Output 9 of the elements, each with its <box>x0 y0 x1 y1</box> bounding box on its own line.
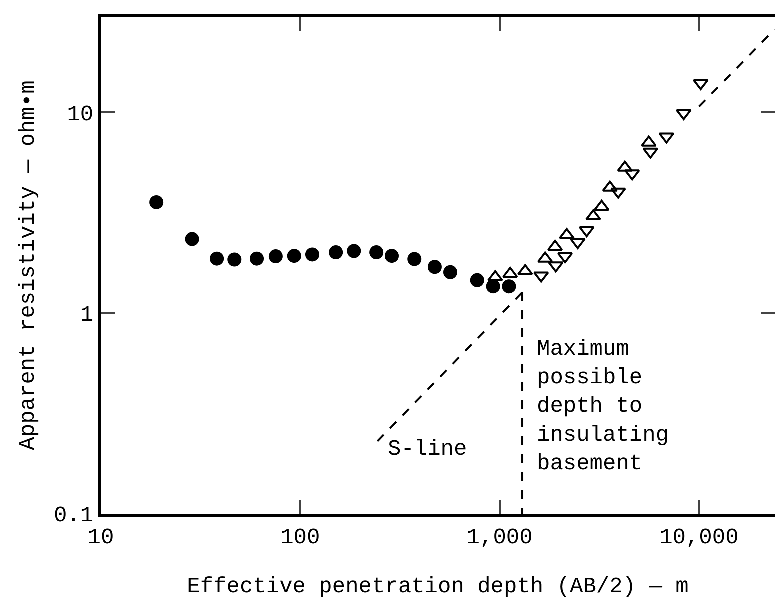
y-tick-label: 10 <box>67 102 94 128</box>
y-axis-title: Apparent resistivity — ohm•m <box>16 80 41 450</box>
x-tick-label: 10,000 <box>660 525 739 550</box>
annotation: S-line <box>388 437 468 462</box>
y-tick-label: 1 <box>80 303 94 328</box>
x-axis-title: Effective penetration depth (AB/2) — m <box>187 574 689 600</box>
x-tick-label: 100 <box>280 525 320 550</box>
annotation: Maximum possible depth to insulating basement <box>537 337 670 476</box>
x-tick-label: 1,000 <box>466 525 533 550</box>
